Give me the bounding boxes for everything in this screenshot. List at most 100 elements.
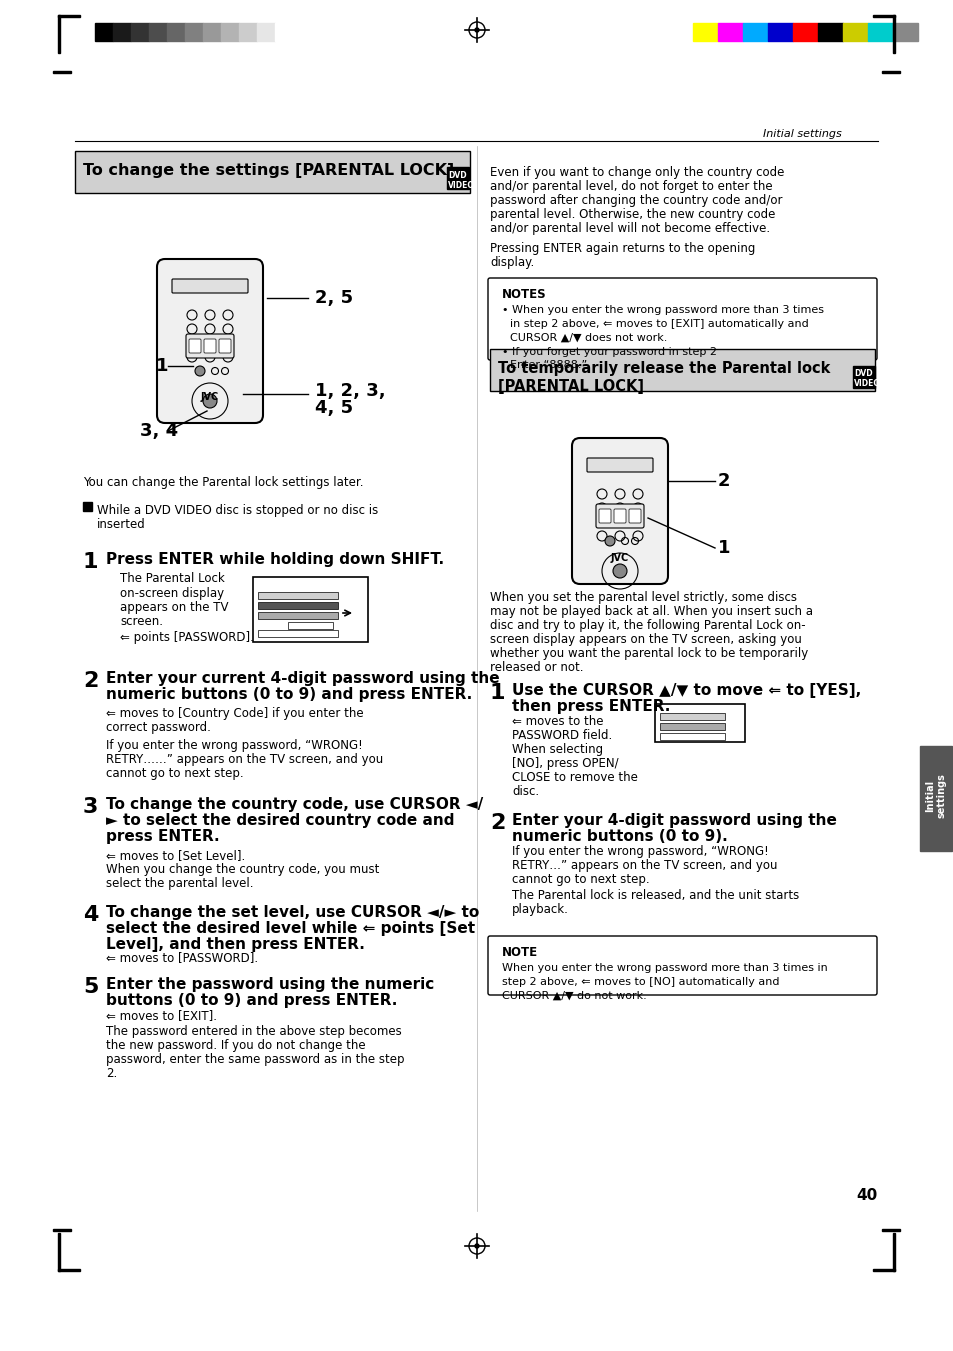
Bar <box>83 503 91 511</box>
Text: may not be played back at all. When you insert such a: may not be played back at all. When you … <box>490 605 812 617</box>
Bar <box>253 577 368 642</box>
Text: whether you want the parental lock to be temporarily: whether you want the parental lock to be… <box>490 647 807 661</box>
Circle shape <box>475 1244 478 1248</box>
Bar <box>221 23 239 41</box>
Text: To temporarily release the Parental lock: To temporarily release the Parental lock <box>497 361 829 376</box>
Text: password, enter the same password as in the step: password, enter the same password as in … <box>106 1052 404 1066</box>
Bar <box>239 23 256 41</box>
Text: 3, 4: 3, 4 <box>140 422 178 440</box>
Bar <box>892 1233 894 1271</box>
Bar <box>767 23 792 41</box>
Text: While a DVD VIDEO disc is stopped or no disc is: While a DVD VIDEO disc is stopped or no … <box>97 504 377 517</box>
Text: DVD: DVD <box>448 170 466 180</box>
Bar <box>58 1269 80 1271</box>
Text: in step 2 above, ⇐ moves to [EXIT] automatically and: in step 2 above, ⇐ moves to [EXIT] autom… <box>510 319 808 330</box>
Text: Pressing ENTER again returns to the opening: Pressing ENTER again returns to the open… <box>490 242 755 255</box>
Text: CURSOR ▲/▼ do not work.: CURSOR ▲/▼ do not work. <box>501 992 646 1001</box>
FancyBboxPatch shape <box>628 509 640 523</box>
Bar <box>817 23 842 41</box>
Text: Press ENTER while holding down SHIFT.: Press ENTER while holding down SHIFT. <box>106 553 444 567</box>
Text: RETRY……” appears on the TV screen, and you: RETRY……” appears on the TV screen, and y… <box>106 753 383 766</box>
Bar <box>659 713 724 720</box>
Text: PASSWORD field.: PASSWORD field. <box>512 730 612 742</box>
Text: VIDEO: VIDEO <box>853 380 880 389</box>
FancyBboxPatch shape <box>186 334 233 358</box>
Text: ⇐ moves to the: ⇐ moves to the <box>512 715 603 728</box>
Circle shape <box>613 563 626 578</box>
Bar <box>892 23 917 41</box>
Text: 1: 1 <box>718 539 730 557</box>
Bar <box>659 734 724 740</box>
Text: ⇐ moves to [Set Level].: ⇐ moves to [Set Level]. <box>106 848 245 862</box>
Bar <box>742 23 767 41</box>
Text: • When you enter the wrong password more than 3 times: • When you enter the wrong password more… <box>501 305 823 315</box>
Text: Initial settings: Initial settings <box>762 128 841 139</box>
FancyBboxPatch shape <box>219 339 231 353</box>
Bar <box>872 1269 894 1271</box>
FancyBboxPatch shape <box>75 151 470 193</box>
Bar <box>131 23 149 41</box>
Bar <box>95 23 112 41</box>
Text: The Parental lock is released, and the unit starts: The Parental lock is released, and the u… <box>512 889 799 902</box>
Text: on-screen display: on-screen display <box>120 586 224 600</box>
Text: the new password. If you do not change the: the new password. If you do not change t… <box>106 1039 365 1052</box>
Bar <box>655 704 744 742</box>
Text: 2: 2 <box>490 813 505 834</box>
FancyBboxPatch shape <box>490 349 874 390</box>
Text: disc.: disc. <box>512 785 538 798</box>
Text: 2: 2 <box>718 471 730 490</box>
FancyBboxPatch shape <box>157 259 263 423</box>
Bar <box>257 603 337 609</box>
Text: appears on the TV: appears on the TV <box>120 601 229 613</box>
Text: 4: 4 <box>83 905 98 925</box>
Bar <box>792 23 817 41</box>
FancyBboxPatch shape <box>204 339 215 353</box>
Text: Initial
settings: Initial settings <box>924 774 945 819</box>
Text: 5: 5 <box>83 977 98 997</box>
Text: cannot go to next step.: cannot go to next step. <box>106 767 243 780</box>
FancyBboxPatch shape <box>598 509 610 523</box>
Text: 4, 5: 4, 5 <box>314 399 353 417</box>
Bar <box>149 23 167 41</box>
Text: playback.: playback. <box>512 902 568 916</box>
Text: then press ENTER.: then press ENTER. <box>512 698 670 713</box>
FancyBboxPatch shape <box>488 278 876 359</box>
Bar <box>257 612 337 619</box>
Bar <box>112 23 131 41</box>
Bar <box>58 15 60 53</box>
Bar <box>659 723 724 730</box>
Bar <box>185 23 203 41</box>
Bar <box>867 23 892 41</box>
Text: 1: 1 <box>490 684 505 703</box>
Bar <box>58 1233 60 1271</box>
Text: correct password.: correct password. <box>106 721 211 734</box>
Bar <box>256 23 274 41</box>
Text: press ENTER.: press ENTER. <box>106 830 219 844</box>
Text: • If you forget your password in step 2: • If you forget your password in step 2 <box>501 347 717 357</box>
Text: NOTES: NOTES <box>501 288 546 301</box>
Text: display.: display. <box>490 255 534 269</box>
Bar <box>288 621 333 630</box>
Bar <box>53 72 71 73</box>
Text: disc and try to play it, the following Parental Lock on-: disc and try to play it, the following P… <box>490 619 804 632</box>
Text: parental level. Otherwise, the new country code: parental level. Otherwise, the new count… <box>490 208 775 222</box>
Text: 2.: 2. <box>106 1067 117 1079</box>
Text: [NO], press OPEN/: [NO], press OPEN/ <box>512 757 618 770</box>
Text: 40: 40 <box>856 1188 877 1202</box>
Text: If you enter the wrong password, “WRONG!: If you enter the wrong password, “WRONG! <box>512 844 768 858</box>
Bar <box>882 72 899 73</box>
Text: screen.: screen. <box>120 615 163 628</box>
Bar <box>852 366 874 388</box>
FancyBboxPatch shape <box>189 339 201 353</box>
Bar <box>58 15 80 18</box>
Circle shape <box>604 536 615 546</box>
Text: 1, 2, 3,: 1, 2, 3, <box>314 382 385 400</box>
Text: and/or parental level, do not forget to enter the: and/or parental level, do not forget to … <box>490 180 772 193</box>
Text: select the parental level.: select the parental level. <box>106 877 253 890</box>
Circle shape <box>194 366 205 376</box>
Bar <box>892 15 894 53</box>
Text: inserted: inserted <box>97 517 146 531</box>
Bar <box>53 1229 71 1231</box>
Circle shape <box>475 28 478 32</box>
FancyBboxPatch shape <box>572 438 667 584</box>
